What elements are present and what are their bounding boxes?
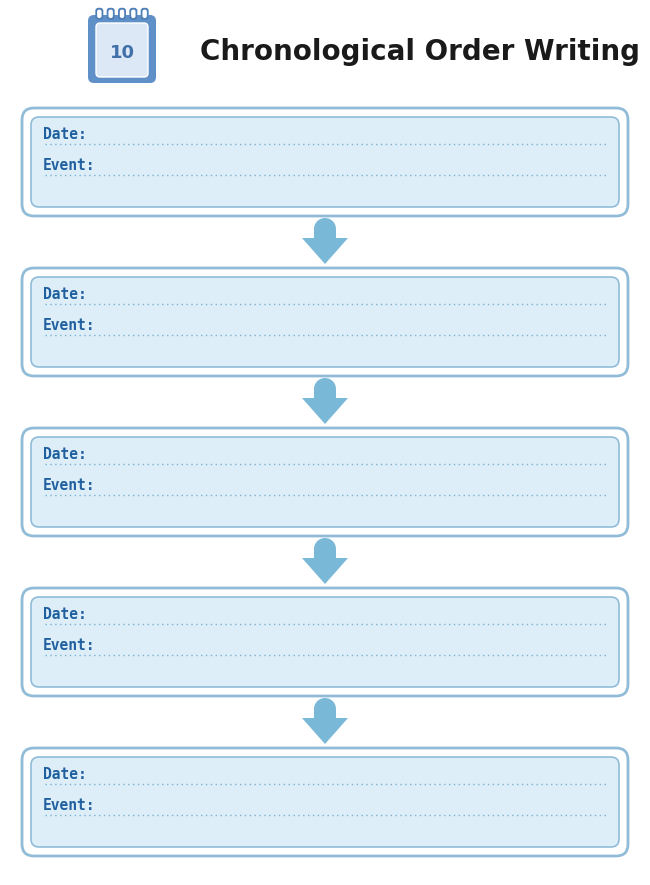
FancyBboxPatch shape — [96, 23, 148, 77]
FancyBboxPatch shape — [88, 15, 156, 83]
FancyBboxPatch shape — [142, 10, 147, 18]
Ellipse shape — [314, 538, 336, 560]
FancyBboxPatch shape — [129, 8, 137, 19]
FancyBboxPatch shape — [96, 8, 103, 19]
Text: Chronological Order Writing: Chronological Order Writing — [200, 38, 640, 66]
FancyBboxPatch shape — [31, 437, 619, 527]
Ellipse shape — [314, 378, 336, 400]
Text: Event:: Event: — [43, 478, 96, 493]
Polygon shape — [314, 709, 336, 718]
FancyBboxPatch shape — [22, 588, 628, 696]
Text: Date:: Date: — [43, 447, 86, 462]
Polygon shape — [314, 549, 336, 558]
Text: Event:: Event: — [43, 638, 96, 653]
Polygon shape — [302, 238, 348, 264]
FancyBboxPatch shape — [97, 10, 101, 18]
Text: Event:: Event: — [43, 158, 96, 173]
FancyBboxPatch shape — [31, 277, 619, 367]
Ellipse shape — [314, 698, 336, 720]
FancyBboxPatch shape — [31, 597, 619, 687]
FancyBboxPatch shape — [22, 428, 628, 536]
Text: Date:: Date: — [43, 607, 86, 622]
FancyBboxPatch shape — [31, 757, 619, 847]
Polygon shape — [302, 558, 348, 584]
Text: Event:: Event: — [43, 318, 96, 333]
FancyBboxPatch shape — [120, 10, 124, 18]
FancyBboxPatch shape — [107, 8, 114, 19]
FancyBboxPatch shape — [140, 8, 149, 19]
Polygon shape — [302, 398, 348, 424]
FancyBboxPatch shape — [22, 748, 628, 856]
FancyBboxPatch shape — [22, 108, 628, 216]
Text: 10: 10 — [109, 44, 135, 62]
FancyBboxPatch shape — [31, 117, 619, 207]
Polygon shape — [302, 718, 348, 744]
Text: Date:: Date: — [43, 287, 86, 302]
Ellipse shape — [314, 218, 336, 240]
Text: Event:: Event: — [43, 798, 96, 813]
Text: Date:: Date: — [43, 767, 86, 782]
FancyBboxPatch shape — [131, 10, 136, 18]
Polygon shape — [314, 229, 336, 238]
FancyBboxPatch shape — [109, 10, 113, 18]
Polygon shape — [314, 389, 336, 398]
FancyBboxPatch shape — [22, 268, 628, 376]
Text: Date:: Date: — [43, 127, 86, 142]
FancyBboxPatch shape — [118, 8, 126, 19]
